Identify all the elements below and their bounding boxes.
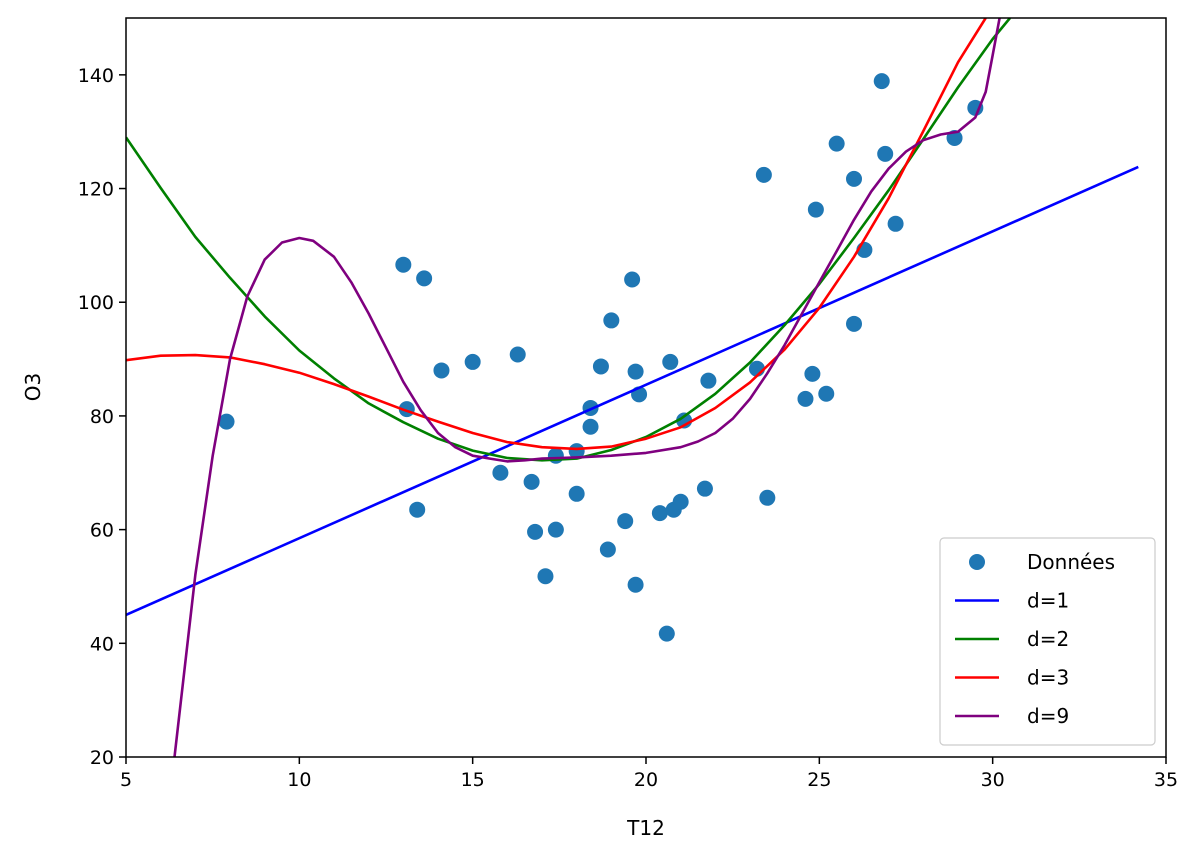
data-point-47 [887, 215, 904, 232]
data-point-17 [582, 418, 599, 435]
legend-box [939, 537, 1156, 746]
data-point-11 [537, 568, 554, 585]
data-point-46 [877, 145, 894, 162]
data-point-49 [967, 99, 984, 116]
data-point-30 [672, 493, 689, 510]
data-point-23 [627, 363, 644, 380]
data-point-39 [807, 201, 824, 218]
data-point-7 [492, 464, 509, 481]
data-point-0 [218, 413, 235, 430]
axes: 5 10 15 20 25 30 35 20 40 60 80 100 120 140 [78, 65, 1178, 791]
data-point-21 [617, 513, 634, 530]
legend-label-2: d=2 [1027, 627, 1069, 651]
series-line-d=3 [126, 18, 987, 451]
y-tick-label-4: 100 [78, 292, 114, 314]
x-tick-label-4: 25 [807, 769, 831, 791]
y-tick-label-3: 80 [90, 406, 114, 428]
legend-label-4: d=9 [1027, 704, 1069, 728]
data-point-1 [395, 256, 412, 273]
data-point-41 [828, 135, 845, 152]
data-point-13 [547, 521, 564, 538]
x-tick-label-1: 10 [287, 769, 311, 791]
y-tick-label-1: 40 [90, 633, 114, 655]
data-point-35 [755, 166, 772, 183]
x-tick-label-3: 20 [634, 769, 658, 791]
data-point-22 [624, 271, 641, 288]
data-point-26 [651, 505, 668, 522]
data-point-43 [846, 315, 862, 332]
data-point-18 [592, 358, 609, 375]
y-tick-label-0: 20 [90, 747, 114, 769]
data-point-6 [464, 353, 481, 370]
data-point-10 [527, 523, 544, 540]
data-point-12 [547, 447, 564, 464]
x-tick-label-5: 30 [981, 769, 1005, 791]
data-point-24 [627, 576, 644, 593]
data-point-5 [433, 362, 450, 379]
legend-label-0: Données [1027, 550, 1115, 574]
data-point-9 [523, 473, 540, 490]
data-point-33 [700, 372, 717, 389]
data-point-15 [568, 485, 585, 502]
data-point-3 [409, 501, 426, 518]
data-point-42 [846, 170, 862, 187]
data-point-38 [804, 365, 821, 382]
series-line-d=9 [173, 18, 1001, 757]
data-point-27 [658, 625, 675, 642]
x-tick-label-6: 35 [1154, 769, 1178, 791]
plot-area [126, 18, 1139, 757]
data-point-8 [509, 346, 526, 363]
data-point-37 [797, 390, 814, 407]
legend-label-1: d=1 [1027, 589, 1069, 613]
legend: Données d=1 d=2 d=3 d=9 [939, 537, 1156, 746]
series-line-d=1 [126, 165, 1139, 617]
x-tick-label-0: 5 [120, 769, 132, 791]
legend-label-3: d=3 [1027, 666, 1069, 690]
x-axis-label: T12 [626, 816, 665, 840]
data-point-28 [662, 353, 679, 370]
data-point-4 [416, 270, 433, 287]
y-tick-label-2: 60 [90, 520, 114, 542]
data-point-32 [696, 480, 713, 497]
data-point-36 [759, 489, 776, 506]
x-tick-label-2: 15 [461, 769, 485, 791]
y-tick-label-5: 120 [78, 179, 114, 201]
data-point-45 [873, 73, 890, 90]
data-point-14 [568, 443, 585, 460]
y-axis-label: O3 [21, 373, 45, 401]
data-point-19 [599, 541, 616, 558]
legend-marker-data [969, 554, 985, 570]
y-tick-label-6: 140 [78, 65, 114, 87]
data-point-20 [603, 312, 620, 329]
data-point-40 [818, 385, 835, 402]
